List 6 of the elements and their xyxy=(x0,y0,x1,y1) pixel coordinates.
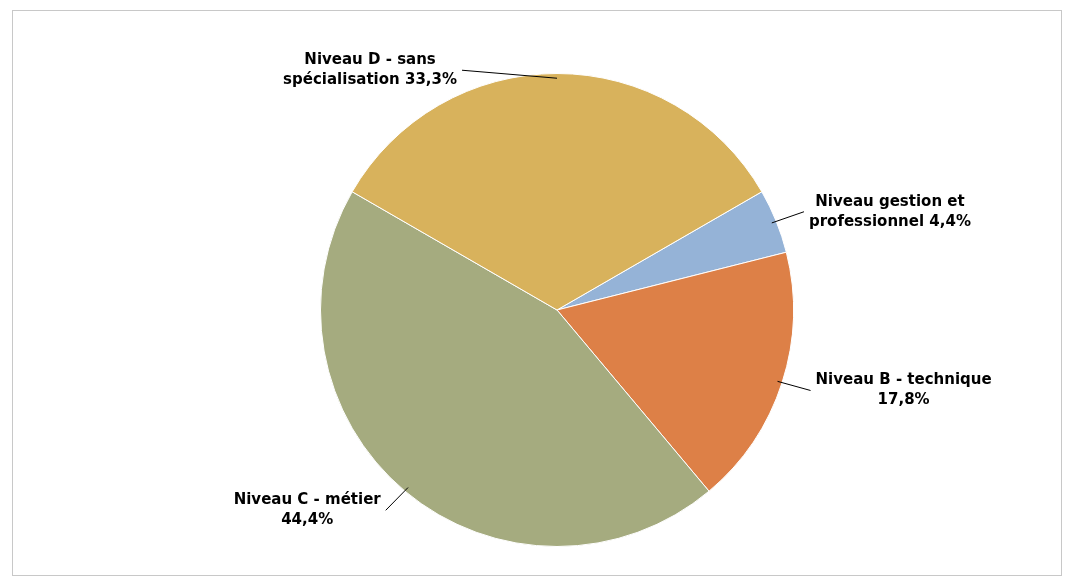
data-label: 44,4% xyxy=(281,510,334,529)
data-label: 17,8% xyxy=(877,390,930,409)
slice-label: Niveau D - sans spécialisation 33,3% xyxy=(283,50,457,89)
slice-label: Niveau C - métier xyxy=(233,490,382,509)
slice-label: Niveau B - technique xyxy=(815,370,992,389)
slice-label: Niveau gestion et professionnel 4,4% xyxy=(808,191,971,230)
